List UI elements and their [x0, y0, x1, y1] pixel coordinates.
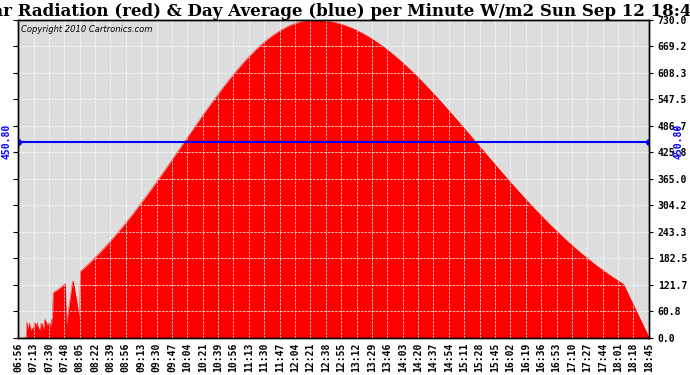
Text: 450.80: 450.80: [674, 124, 684, 159]
Text: 450.80: 450.80: [2, 124, 12, 159]
Title: Solar Radiation (red) & Day Average (blue) per Minute W/m2 Sun Sep 12 18:47: Solar Radiation (red) & Day Average (blu…: [0, 3, 690, 20]
Text: Copyright 2010 Cartronics.com: Copyright 2010 Cartronics.com: [21, 25, 152, 34]
